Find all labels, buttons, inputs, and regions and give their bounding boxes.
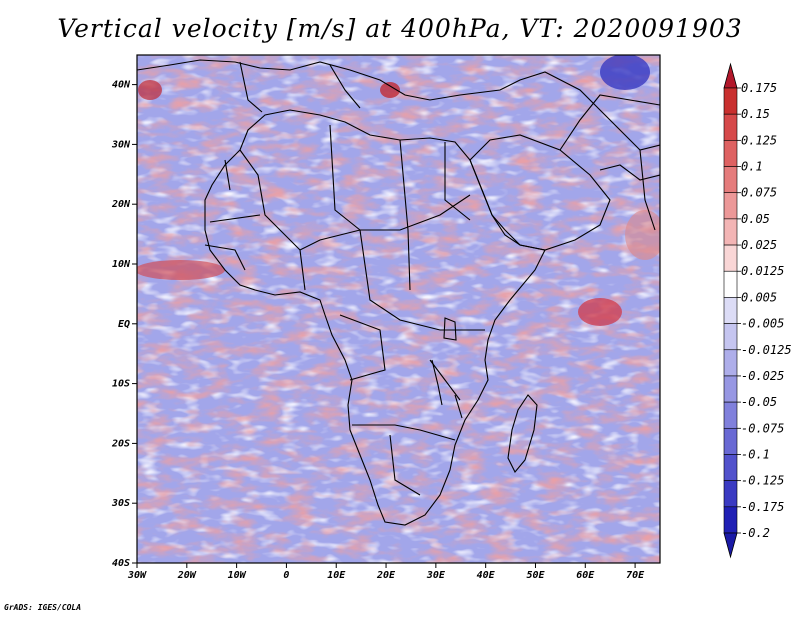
lat-tick-label: 20S [111,438,130,449]
colorbar-box [723,480,738,508]
colorbar-box [723,270,738,298]
colorbar-box [723,427,738,455]
colorbar-label: 0.175 [741,81,777,95]
colorbar-box [723,113,738,141]
lat-tick-label: 10N [112,259,131,270]
colorbar-box [723,192,738,220]
lon-tick-label: 30E [426,570,446,581]
colorbar-box [723,375,738,403]
lon-tick-label: 10W [228,570,247,581]
colorbar-box [723,297,738,324]
colorbar-label: 0.075 [741,186,777,200]
colorbar-label: -0.075 [741,421,784,435]
colorbar-label: 0.0125 [741,264,784,278]
lon-tick-label: 40E [477,570,496,581]
lon-tick-label: 70E [626,570,645,581]
colorbar-label: 0.005 [741,290,777,304]
colorbar-label: -0.0125 [741,343,792,357]
lat-tick-label: 10S [112,379,130,390]
colorbar-box [723,218,738,246]
colorbar-box [723,323,738,351]
colorbar-box [723,454,738,481]
colorbar-label: -0.175 [741,500,784,514]
lat-tick-label: 30N [111,139,131,150]
colorbar-label: 0.025 [741,238,777,252]
colorbar-label: -0.2 [741,526,770,540]
lat-tick-label: EQ [118,319,130,330]
colorbar-label: 0.15 [741,107,770,121]
lon-axis: 30W 20W 10W 0 10E 20E 30E 40E 50E 60E 70E [127,563,645,581]
map-frame [136,54,661,564]
coastlines [137,59,660,526]
colorbar-label: -0.025 [741,369,784,383]
lat-tick-label: 40S [112,558,130,569]
colorbar-label: 0.125 [741,133,777,147]
lat-tick-label: 40N [112,80,131,91]
colorbar-box [723,349,738,377]
lon-tick-label: 20W [177,570,197,581]
colorbar-box [723,140,738,167]
colorbar-label: -0.125 [741,474,784,488]
credit-text: GrADS: IGES/COLA [4,603,82,612]
colorbar-label: -0.005 [741,317,784,331]
lat-tick-label: 20N [111,199,131,210]
colorbar-box [723,87,738,115]
colorbar-box [723,401,738,429]
colorbar-arrow-top [723,62,738,89]
lon-tick-label: 50E [526,570,545,581]
colorbar-label: 0.05 [741,212,770,226]
lon-tick-label: 10E [327,570,346,581]
colorbar-arrow-bottom [723,532,738,559]
lon-tick-label: 0 [283,570,289,581]
colorbar-box [723,244,738,272]
lat-tick-label: 30S [111,498,130,509]
velocity-field [137,55,660,563]
colorbar-box [723,166,738,194]
lon-tick-label: 30W [127,570,147,581]
chart-title: Vertical velocity [m/s] at 400hPa, VT: 2… [57,14,743,43]
lon-tick-label: 20E [376,570,396,581]
colorbar-label: 0.1 [741,160,763,174]
lat-axis: 40S 30S 20S 10S EQ 10N 20N 30N 40N [111,80,137,569]
colorbar-box [723,506,738,534]
lon-tick-label: 60E [576,570,595,581]
colorbar-label: -0.05 [741,395,777,409]
colorbar: 0.175 0.15 0.125 0.1 0.075 0.05 0.025 0.0125 0.0… [723,62,792,559]
colorbar-label: -0.1 [741,447,770,461]
